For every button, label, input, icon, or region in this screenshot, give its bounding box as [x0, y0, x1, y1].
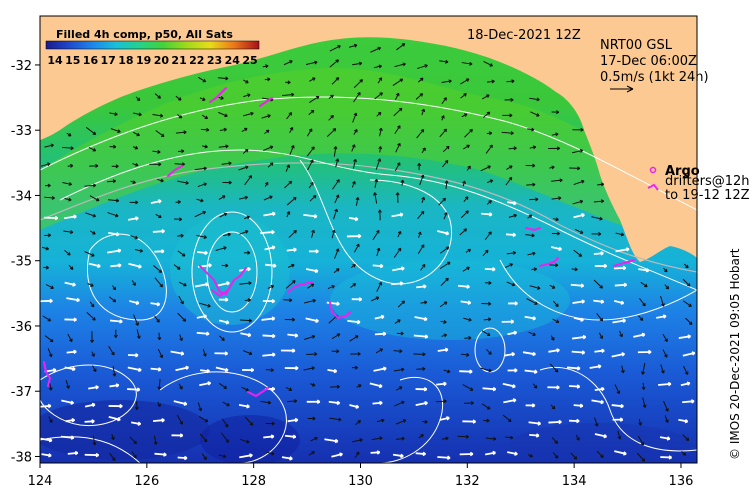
drifters-label-line2: to 19-12 12Z: [665, 188, 750, 203]
colorbar-tick-label: 18: [118, 54, 133, 67]
cyan-eddy: [170, 215, 290, 325]
colorbar-tick-label: 25: [242, 54, 257, 67]
cold-patch-2: [200, 415, 300, 463]
x-tick-label: 128: [241, 474, 266, 489]
x-tick-label: 130: [348, 474, 373, 489]
x-tick-label: 126: [134, 474, 159, 489]
scale-arrow: [610, 85, 634, 93]
credit-label: © IMOS 20-Dec-2021 09:05 Hobart: [728, 248, 742, 460]
y-tick-label: -34: [11, 189, 32, 204]
colorbar-tick-label: 17: [101, 54, 116, 67]
gsl-title: NRT00 GSL: [600, 38, 673, 53]
x-tick-label: 124: [28, 474, 53, 489]
current-vectors: [40, 43, 696, 462]
cyan-patch: [330, 260, 570, 340]
coastal-warm-band: [40, 67, 697, 251]
x-tick-label: 136: [669, 474, 694, 489]
gsl-scale: 0.5m/s (1kt 24h): [600, 70, 709, 85]
y-tick-label: -36: [11, 320, 32, 335]
y-tick-label: -33: [11, 124, 32, 139]
colorbar-tick-label: 14: [47, 54, 63, 67]
colorbar-tick-label: 24: [225, 54, 241, 67]
colorbar-tick-label: 21: [171, 54, 186, 67]
colorbar-tick-label: 22: [189, 54, 204, 67]
gsl-time: 17-Dec 06:00Z: [600, 54, 697, 69]
colorbar-tick-label: 20: [154, 54, 170, 67]
colorbar-tick-label: 16: [83, 54, 99, 67]
cold-patch-3: [510, 423, 690, 463]
drifters-label-line1: drifters@12h: [665, 174, 750, 189]
shelf-contour: [40, 162, 697, 273]
plot-frame: [39, 15, 698, 464]
ssh-contours: [40, 96, 697, 463]
x-tick-label: 132: [455, 474, 480, 489]
x-axis: 124 126 128 130 132 134 136: [28, 463, 694, 489]
y-tick-label: -32: [11, 59, 32, 74]
argo-marker-icon: [649, 166, 657, 174]
colorbar-tick-label: 23: [207, 54, 222, 67]
y-axis: -32 -33 -34 -35 -36 -37 -38: [11, 59, 40, 465]
y-tick-label: -38: [11, 450, 32, 465]
y-tick-label: -37: [11, 385, 32, 400]
date-label: 18-Dec-2021 12Z: [467, 28, 581, 43]
colorbar: Filled 4h comp, p50, All Sats 14 15 16 17 18…: [45, 28, 260, 67]
colorbar-tick-label: 15: [65, 54, 80, 67]
argo-label: Argo: [665, 164, 700, 179]
colorbar-title: Filled 4h comp, p50, All Sats: [56, 28, 233, 41]
y-tick-label: -35: [11, 255, 32, 270]
cold-patch-1: [40, 400, 210, 460]
drifter-marker-icon: [647, 183, 659, 191]
colorbar-scale: [45, 40, 260, 50]
drifter-tracks: [43, 87, 635, 398]
colorbar-tick-label: 19: [136, 54, 151, 67]
land: [40, 16, 697, 262]
x-tick-label: 134: [562, 474, 587, 489]
